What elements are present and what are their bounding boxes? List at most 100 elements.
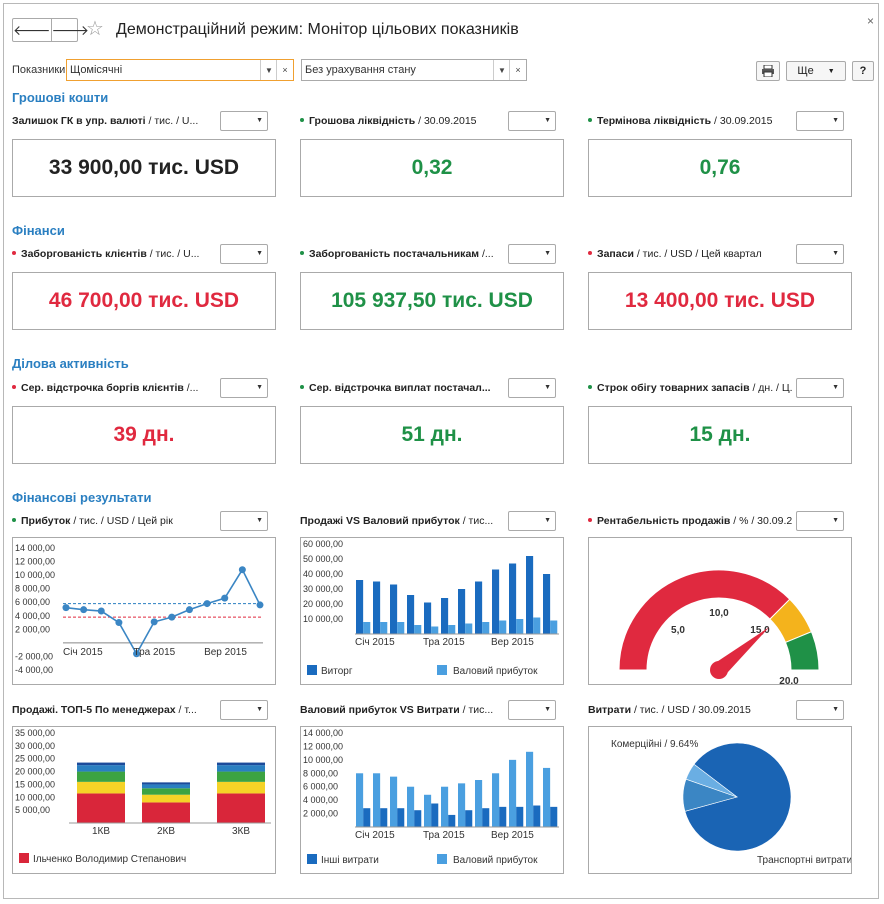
status-dot — [300, 251, 304, 256]
period-dropdown[interactable]: ▼ — [220, 378, 268, 398]
period-dropdown[interactable]: ▼ — [220, 700, 268, 720]
period-dropdown[interactable]: ▼ — [220, 111, 268, 131]
status-dot — [588, 518, 592, 523]
state-select[interactable]: Без урахування стану ▼ × — [301, 59, 527, 81]
print-button[interactable] — [756, 61, 780, 81]
kpi-value: 105 937,50 тис. USD — [300, 272, 564, 330]
chart-box: 35 000,00 30 000,00 25 000,00 20 000,00 15 0… — [12, 726, 276, 874]
bar — [482, 622, 490, 634]
period-dropdown[interactable]: ▼ — [796, 378, 844, 398]
data-point — [62, 604, 70, 612]
bar — [509, 759, 517, 827]
data-point — [97, 607, 105, 615]
period-dropdown[interactable]: ▼ — [508, 511, 556, 531]
chevron-down-icon: ▼ — [832, 517, 839, 524]
bar — [390, 584, 398, 634]
chevron-down-icon: ▼ — [544, 384, 551, 391]
widget-title-detail: / тис. / USD / Цей квартал — [633, 248, 762, 260]
period-dropdown[interactable]: ▼ — [220, 244, 268, 264]
help-button[interactable]: ? — [852, 61, 874, 81]
period-dropdown[interactable]: ▼ — [796, 244, 844, 264]
period-dropdown[interactable]: ▼ — [796, 111, 844, 131]
bar — [397, 808, 405, 827]
period-dropdown[interactable]: ▼ — [220, 511, 268, 531]
clear-icon[interactable]: × — [509, 60, 526, 80]
kpi-value: 0,32 — [300, 139, 564, 197]
x-tick-label: 1КВ — [92, 826, 110, 837]
pie-label: Комерційні / 9.64% — [611, 739, 698, 750]
period-dropdown[interactable]: ▼ — [508, 111, 556, 131]
clear-icon[interactable]: × — [276, 60, 293, 80]
status-dot — [12, 251, 16, 256]
kpi-value: 13 400,00 тис. USD — [588, 272, 852, 330]
bar — [363, 808, 371, 827]
y-tick-label: 10 000,00 — [303, 614, 343, 624]
period-dropdown[interactable]: ▼ — [508, 244, 556, 264]
y-tick-label: 8 000,00 — [15, 584, 50, 594]
close-icon[interactable]: × — [866, 14, 874, 28]
more-button[interactable]: Ще ▼ — [786, 61, 846, 81]
bar — [356, 580, 364, 634]
bar — [380, 622, 388, 634]
status-dot — [588, 251, 592, 256]
bar — [475, 780, 483, 827]
y-tick-label: 8 000,00 — [303, 768, 338, 778]
stacked-bar-segment — [77, 781, 125, 794]
chevron-down-icon[interactable]: ▼ — [493, 60, 510, 80]
bar — [543, 767, 551, 827]
legend-label: Ільченко Володимир Степанович — [33, 854, 186, 865]
chevron-down-icon: ▼ — [256, 517, 263, 524]
y-tick-label: -4 000,00 — [15, 665, 53, 675]
data-point — [150, 618, 158, 626]
chevron-down-icon: ▼ — [256, 117, 263, 124]
y-tick-label: 12 000,00 — [303, 741, 343, 751]
favorite-star-icon[interactable]: ☆ — [86, 18, 104, 40]
data-point — [80, 606, 88, 614]
y-tick-label: 2 000,00 — [303, 809, 338, 819]
forward-button[interactable]: 🡒 — [50, 19, 89, 41]
period-dropdown[interactable]: ▼ — [796, 700, 844, 720]
stacked-bar-segment — [217, 762, 265, 766]
data-point — [221, 594, 229, 602]
period-dropdown[interactable]: ▼ — [796, 511, 844, 531]
chevron-down-icon: ▼ — [256, 384, 263, 391]
widget-title-detail: / 30.09.2015 — [415, 115, 477, 127]
y-tick-label: 20 000,00 — [303, 599, 343, 609]
stacked-bar-segment — [77, 762, 125, 766]
bar — [424, 794, 432, 827]
bar — [533, 805, 541, 827]
back-button[interactable]: 🡐 — [13, 21, 51, 38]
stacked-bar-segment — [77, 793, 125, 823]
bar — [448, 625, 456, 634]
bar — [475, 581, 483, 634]
widget-title-main: Заборгованість клієнтів — [21, 248, 147, 260]
chevron-down-icon[interactable]: ▼ — [260, 60, 277, 80]
widget-title-main: Витрати — [588, 704, 632, 716]
y-tick-label: 20 000,00 — [15, 767, 55, 777]
chevron-down-icon: ▼ — [832, 250, 839, 257]
data-point — [256, 601, 264, 609]
kpi-value: 15 дн. — [588, 406, 852, 464]
data-point — [133, 650, 141, 658]
bar — [492, 569, 500, 634]
gauge-label: 15,0 — [750, 625, 770, 636]
status-dot — [300, 385, 304, 390]
data-point — [185, 606, 193, 614]
gauge-label: 10,0 — [709, 608, 729, 619]
y-tick-label: 10 000,00 — [15, 792, 55, 802]
x-tick-label: Тра 2015 — [423, 637, 465, 648]
period-select[interactable]: Щомісячні ▼ × — [66, 59, 294, 81]
gauge-label: 20,0 — [779, 676, 799, 684]
chevron-down-icon: ▼ — [832, 384, 839, 391]
bar — [509, 563, 517, 634]
bar — [448, 814, 456, 827]
period-dropdown[interactable]: ▼ — [508, 700, 556, 720]
period-select-value: Щомісячні — [70, 64, 123, 76]
bar — [458, 589, 466, 634]
bar — [543, 574, 551, 634]
widget-title-detail: / 30.09.2015 — [711, 115, 773, 127]
bar — [441, 786, 449, 827]
bar — [458, 783, 466, 827]
gauge-label: 5,0 — [671, 625, 685, 636]
period-dropdown[interactable]: ▼ — [508, 378, 556, 398]
